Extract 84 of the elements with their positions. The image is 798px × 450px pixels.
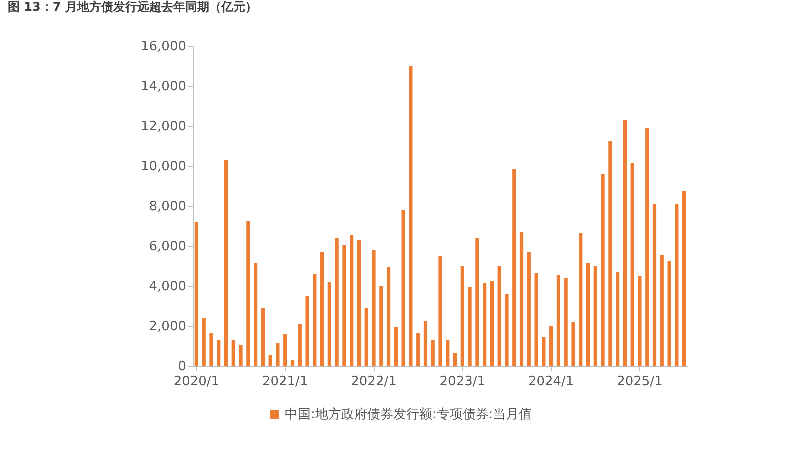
bar: [594, 266, 598, 366]
x-tick-label: 2024/1: [528, 374, 574, 390]
y-tick-label: 14,000: [141, 80, 186, 94]
y-tick-label: 8,000: [149, 200, 186, 214]
bar: [224, 160, 228, 366]
bar: [586, 263, 590, 366]
bar: [313, 274, 317, 366]
bar: [579, 233, 583, 366]
bar: [306, 296, 310, 366]
bar: [350, 235, 354, 366]
bar: [550, 326, 554, 366]
y-tick-label: 4,000: [149, 280, 186, 294]
bar: [476, 238, 480, 366]
bar: [512, 169, 516, 366]
y-tick-label: 16,000: [141, 40, 186, 54]
bar: [675, 204, 679, 366]
y-tick-label: 12,000: [141, 120, 186, 134]
bar: [630, 163, 634, 366]
bar: [202, 318, 206, 366]
bar: [380, 286, 384, 366]
y-tick-label: 6,000: [149, 240, 186, 254]
bar: [668, 261, 672, 366]
bar: [298, 324, 302, 366]
bar: [320, 252, 324, 366]
chart-title: 图 13：7 月地方债发行远超去年同期（亿元）: [8, 0, 258, 14]
bar: [660, 255, 664, 366]
bar: [520, 232, 524, 366]
bar: [210, 333, 214, 366]
bar: [402, 210, 406, 366]
bar: [505, 294, 509, 366]
bar: [342, 245, 346, 366]
bar: [232, 340, 236, 366]
bar: [246, 221, 250, 366]
bar: [254, 263, 258, 366]
bar: [601, 174, 605, 366]
bar: [261, 308, 265, 366]
bar: [276, 343, 280, 366]
bar: [438, 256, 442, 366]
y-tick-label: 0: [178, 360, 186, 374]
bar: [646, 128, 650, 366]
bar: [431, 340, 435, 366]
bar: [460, 266, 464, 366]
bar: [386, 267, 391, 366]
x-tick-label: 2021/1: [262, 374, 308, 390]
bar: [534, 273, 538, 366]
bar: [239, 345, 243, 366]
bar: [572, 322, 576, 366]
x-tick-label: 2022/1: [351, 374, 397, 390]
bar: [409, 66, 413, 366]
bar: [364, 308, 368, 366]
bar: [424, 321, 428, 366]
bar: [682, 191, 686, 366]
bar: [527, 252, 531, 366]
bar: [468, 287, 472, 366]
x-tick-label: 2025/1: [617, 374, 663, 390]
bar: [498, 266, 502, 366]
legend-label: 中国:地方政府债券发行额:专项债券:当月值: [285, 406, 532, 422]
bar: [394, 327, 398, 366]
bar: [638, 276, 642, 366]
bar: [217, 340, 221, 366]
bar: [357, 240, 362, 366]
bar: [194, 222, 198, 366]
bar: [564, 278, 568, 366]
bar: [608, 141, 612, 366]
bar: [542, 337, 546, 366]
bar: [483, 283, 487, 366]
bar: [290, 360, 295, 366]
bar: [556, 275, 561, 366]
bar: [623, 120, 627, 366]
bar: [416, 333, 420, 366]
bar: [453, 353, 458, 366]
x-tick-label: 2023/1: [440, 374, 486, 390]
bar: [652, 204, 657, 366]
y-tick-label: 10,000: [141, 160, 186, 174]
bar: [284, 334, 288, 366]
bar: [446, 340, 450, 366]
bar: [328, 282, 332, 366]
bar: [335, 238, 339, 366]
bar: [268, 355, 272, 366]
bar: [372, 250, 376, 366]
x-tick-label: 2020/1: [174, 374, 220, 390]
bar: [616, 272, 620, 366]
bar: [490, 281, 494, 366]
y-tick-label: 2,000: [149, 320, 186, 334]
